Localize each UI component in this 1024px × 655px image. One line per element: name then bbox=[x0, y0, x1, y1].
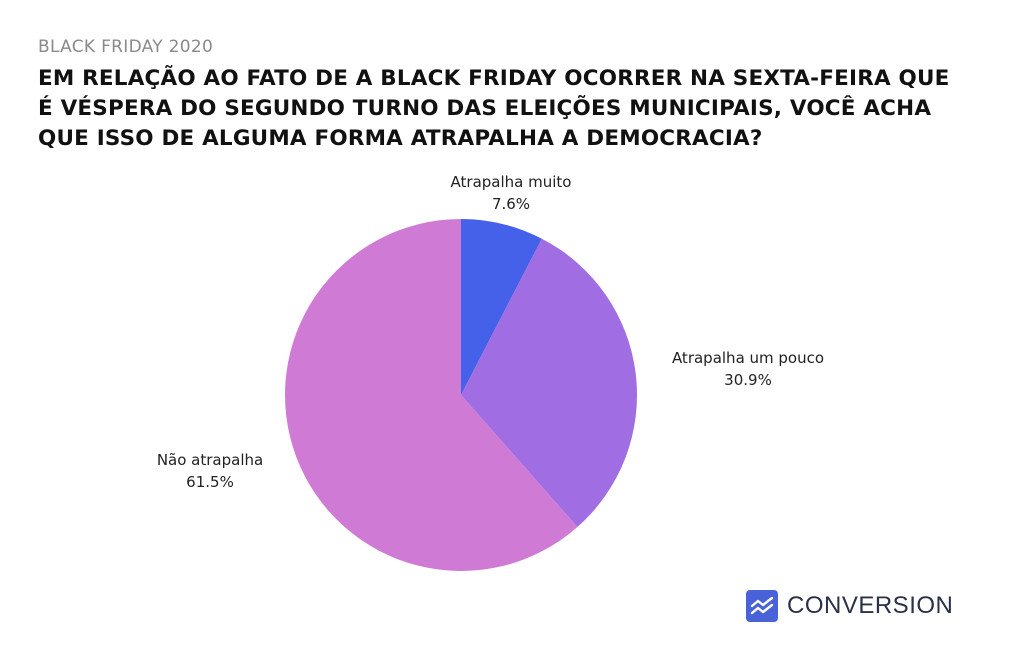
pie-labels: Atrapalha muito 7.6% Atrapalha um pouco 30.… bbox=[157, 173, 824, 491]
chart-title: EM RELAÇÃO AO FATO DE A BLACK FRIDAY OCO… bbox=[38, 66, 950, 151]
logo-wordmark: CONVERSION bbox=[787, 592, 954, 619]
slice-label: Atrapalha um pouco bbox=[672, 349, 824, 367]
slice-value-label: 7.6% bbox=[492, 195, 530, 213]
slice-value-label: 61.5% bbox=[186, 473, 234, 491]
chart-kicker: BLACK FRIDAY 2020 bbox=[38, 37, 214, 57]
slice-label: Não atrapalha bbox=[157, 451, 263, 469]
trend-line-icon bbox=[746, 590, 778, 622]
pie-slice bbox=[461, 219, 542, 395]
conversion-logo: CONVERSION bbox=[746, 590, 953, 622]
pie-slices bbox=[284, 219, 637, 571]
slice-value-label: 30.9% bbox=[724, 371, 772, 389]
pie-slice bbox=[461, 238, 637, 528]
pie-slice bbox=[284, 219, 578, 571]
slice-label: Atrapalha muito bbox=[451, 173, 572, 191]
